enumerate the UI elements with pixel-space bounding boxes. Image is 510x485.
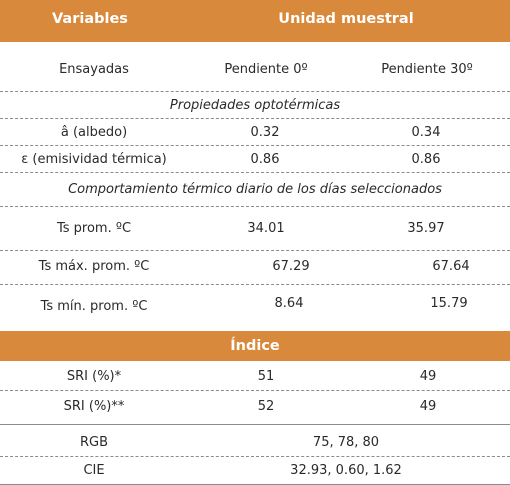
cell-ts-max-30: 67.64 bbox=[432, 259, 470, 274]
cell-ts-min-30: 15.79 bbox=[430, 296, 468, 311]
cell-albedo-30: 0.34 bbox=[411, 125, 441, 140]
header-variables: Variables bbox=[52, 11, 128, 27]
row-label-emisividad: ε (emisividad térmica) bbox=[21, 152, 167, 167]
row-label-cie: CIE bbox=[83, 463, 105, 478]
row-label-ts-min: Ts mín. prom. ºC bbox=[40, 299, 148, 314]
row-divider bbox=[0, 91, 510, 92]
cell-cie-value: 32.93, 0.60, 1.62 bbox=[290, 463, 402, 478]
header-unidad-muestral: Unidad muestral bbox=[278, 11, 414, 27]
cell-albedo-0: 0.32 bbox=[250, 125, 280, 140]
cell-ts-prom-30: 35.97 bbox=[407, 221, 445, 236]
row-divider bbox=[0, 250, 510, 251]
row-divider bbox=[0, 424, 510, 425]
cell-emisividad-0: 0.86 bbox=[250, 152, 280, 167]
row-divider bbox=[0, 145, 510, 146]
cell-sri-1-30: 49 bbox=[419, 369, 437, 384]
row-divider bbox=[0, 390, 510, 391]
row-divider bbox=[0, 456, 510, 457]
row-label-ts-prom: Ts prom. ºC bbox=[56, 221, 132, 236]
cell-sri-2-30: 49 bbox=[419, 399, 437, 414]
row-label-albedo: â (albedo) bbox=[60, 125, 128, 140]
row-label-sri-1: SRI (%)* bbox=[66, 369, 122, 384]
cell-rgb-value: 75, 78, 80 bbox=[312, 435, 380, 450]
cell-ts-max-0: 67.29 bbox=[272, 259, 310, 274]
subheader-pendiente-0: Pendiente 0º bbox=[224, 62, 308, 77]
index-header: Índice bbox=[0, 331, 510, 361]
subheader-pendiente-30: Pendiente 30º bbox=[381, 62, 473, 77]
row-divider bbox=[0, 172, 510, 173]
row-divider bbox=[0, 118, 510, 119]
index-title: Índice bbox=[230, 338, 280, 354]
cell-emisividad-30: 0.86 bbox=[411, 152, 441, 167]
row-label-ts-max: Ts máx. prom. ºC bbox=[38, 259, 150, 274]
subheader-ensayadas: Ensayadas bbox=[59, 62, 129, 77]
row-divider bbox=[0, 284, 510, 285]
section-title-optotermicas: Propiedades optotérmicas bbox=[169, 98, 341, 113]
cell-sri-2-0: 52 bbox=[257, 399, 275, 414]
section-title-comportamiento: Comportamiento térmico diario de los día… bbox=[68, 182, 442, 197]
cell-ts-prom-0: 34.01 bbox=[247, 221, 285, 236]
cell-ts-min-0: 8.64 bbox=[274, 296, 304, 311]
row-label-sri-2: SRI (%)** bbox=[63, 399, 125, 414]
cell-sri-1-0: 51 bbox=[257, 369, 275, 384]
row-divider bbox=[0, 206, 510, 207]
table-header: Variables Unidad muestral bbox=[0, 0, 510, 42]
row-label-rgb: RGB bbox=[79, 435, 109, 450]
